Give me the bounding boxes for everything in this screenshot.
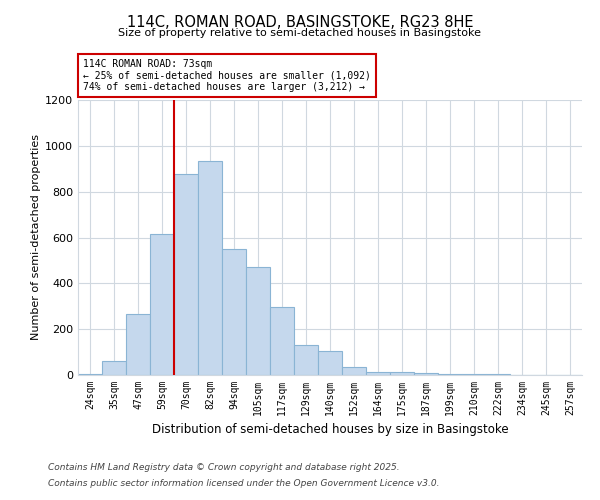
- Text: Contains HM Land Registry data © Crown copyright and database right 2025.: Contains HM Land Registry data © Crown c…: [48, 464, 400, 472]
- Bar: [438, 374, 462, 375]
- Text: 114C, ROMAN ROAD, BASINGSTOKE, RG23 8HE: 114C, ROMAN ROAD, BASINGSTOKE, RG23 8HE: [127, 15, 473, 30]
- Bar: [318, 351, 342, 375]
- Bar: [150, 234, 174, 375]
- Bar: [102, 361, 126, 375]
- Bar: [414, 372, 438, 375]
- Text: Contains public sector information licensed under the Open Government Licence v3: Contains public sector information licen…: [48, 478, 439, 488]
- Bar: [462, 374, 486, 375]
- Bar: [294, 345, 318, 375]
- Bar: [78, 374, 102, 375]
- Text: Size of property relative to semi-detached houses in Basingstoke: Size of property relative to semi-detach…: [119, 28, 482, 38]
- Y-axis label: Number of semi-detached properties: Number of semi-detached properties: [31, 134, 41, 340]
- Bar: [366, 372, 390, 375]
- Bar: [390, 372, 414, 375]
- X-axis label: Distribution of semi-detached houses by size in Basingstoke: Distribution of semi-detached houses by …: [152, 424, 508, 436]
- Bar: [174, 174, 198, 375]
- Bar: [198, 160, 222, 375]
- Bar: [270, 308, 294, 375]
- Bar: [222, 249, 246, 375]
- Bar: [246, 268, 270, 375]
- Bar: [342, 367, 366, 375]
- Bar: [486, 374, 510, 375]
- Bar: [126, 314, 150, 375]
- Text: 114C ROMAN ROAD: 73sqm
← 25% of semi-detached houses are smaller (1,092)
74% of : 114C ROMAN ROAD: 73sqm ← 25% of semi-det…: [83, 58, 371, 92]
